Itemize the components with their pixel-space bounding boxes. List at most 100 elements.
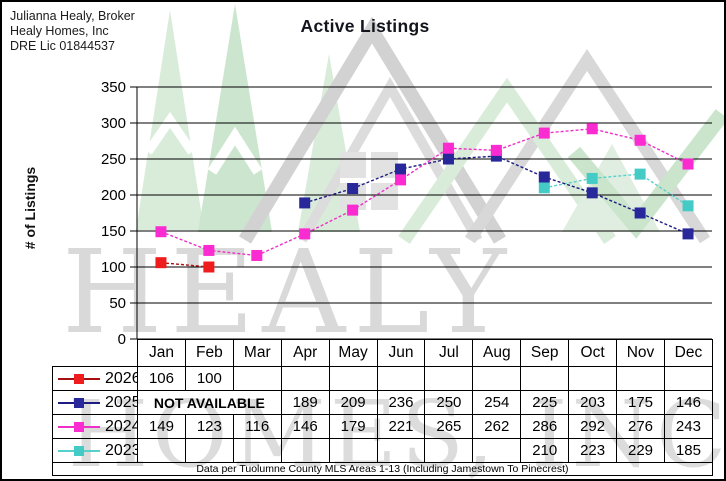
data-point-2026-Feb	[203, 261, 215, 273]
data-point-2024-Dec	[682, 158, 694, 170]
data-point-2024-Jun	[395, 174, 407, 186]
value-cell-2026-may	[328, 366, 378, 391]
y-tick-label: 150	[101, 223, 126, 240]
y-tick-label: 0	[118, 331, 126, 348]
data-point-2024-Jan	[155, 226, 167, 238]
value-cell-2023-feb	[184, 438, 234, 463]
value-cell-2026-nov	[616, 366, 665, 391]
year-label: 2023	[105, 441, 138, 459]
value-cell-2023-oct: 223	[568, 438, 618, 463]
legend-cell-2024: 2024	[52, 414, 138, 439]
value-cell-2026-mar	[232, 366, 282, 391]
year-label: 2024	[105, 417, 138, 435]
value-cell-2024-mar: 116	[232, 414, 282, 439]
month-header-jun: Jun	[376, 339, 426, 367]
value-cell-2026-aug	[472, 366, 522, 391]
value-cell-2025-oct: 203	[568, 390, 618, 415]
value-cell-2023-mar	[232, 438, 282, 463]
value-cell-2023-sep: 210	[520, 438, 570, 463]
y-tick-label: 300	[101, 115, 126, 132]
data-point-2025-Sep	[538, 171, 550, 183]
value-cell-2024-sep: 286	[520, 414, 570, 439]
legend-swatch-2025	[58, 397, 100, 409]
month-header-jan: Jan	[137, 339, 186, 367]
y-tick-label: 200	[101, 187, 126, 204]
value-cell-2024-jun: 221	[376, 414, 426, 439]
pine-tree-notch	[207, 126, 263, 175]
value-cell-2025-nov: 175	[616, 390, 665, 415]
data-point-2025-Jun	[395, 163, 407, 175]
value-cell-2024-oct: 292	[568, 414, 618, 439]
y-tick-label: 100	[101, 259, 126, 276]
table-row-2025: 2025 NOT AVAILABLE 189 209 236 250 254 225 203 17…	[52, 390, 713, 415]
legend-cell-2026: 2026	[52, 366, 138, 391]
month-header-dec: Dec	[663, 339, 713, 367]
value-cell-2025-jul: 250	[424, 390, 474, 415]
legend-swatch-2023	[58, 445, 100, 457]
table-row-2024: 2024 149 123 116 146 179 221 265 262 286 292 276 243	[52, 414, 713, 439]
table-row-2023: 2023 210 223 229 185	[52, 438, 713, 463]
data-point-2024-Feb	[203, 244, 215, 256]
month-header-feb: Feb	[184, 339, 234, 367]
broker-license: DRE Lic 01844537	[10, 39, 115, 53]
value-cell-2023-dec: 185	[663, 438, 713, 463]
data-point-2025-Apr	[299, 197, 311, 209]
value-cell-2026-dec	[663, 366, 713, 391]
value-cell-2024-feb: 123	[184, 414, 234, 439]
green-roof-outline-icon	[398, 77, 616, 244]
legend-cell-2025: 2025	[52, 390, 138, 415]
month-header-may: May	[328, 339, 378, 367]
value-cell-2023-nov: 229	[616, 438, 665, 463]
value-cell-2024-apr: 146	[280, 414, 330, 439]
month-header-nov: Nov	[616, 339, 665, 367]
value-cell-2026-jul	[424, 366, 474, 391]
not-available-cell: NOT AVAILABLE	[137, 390, 282, 415]
value-cell-2023-apr	[280, 438, 330, 463]
data-point-2025-Oct	[586, 187, 598, 199]
value-cell-2026-sep	[520, 366, 570, 391]
data-point-2025-Jul	[442, 153, 454, 165]
data-point-2024-May	[347, 204, 359, 216]
month-header-jul: Jul	[424, 339, 474, 367]
value-cell-2025-jun: 236	[376, 390, 426, 415]
value-cell-2025-aug: 254	[472, 390, 522, 415]
data-point-2025-May	[347, 183, 359, 195]
data-point-2023-Oct	[586, 172, 598, 184]
value-cell-2023-may	[328, 438, 378, 463]
broker-company: Healy Homes, Inc	[10, 24, 109, 38]
month-header-mar: Mar	[232, 339, 282, 367]
value-cell-2025-dec: 146	[663, 390, 713, 415]
year-label: 2026	[105, 369, 138, 387]
y-tick-label: 350	[101, 79, 126, 96]
value-cell-2026-feb: 100	[184, 366, 234, 391]
data-point-2023-Sep	[538, 182, 550, 194]
broker-name: Julianna Healy, Broker	[10, 9, 135, 23]
value-cell-2025-apr: 189	[280, 390, 330, 415]
pine-tree-notch	[144, 112, 196, 155]
data-point-2024-Aug	[490, 144, 502, 156]
table-corner	[53, 340, 138, 367]
chart-title: Active Listings	[300, 16, 430, 36]
value-cell-2026-jun	[376, 366, 426, 391]
pine-tree-icon	[198, 4, 272, 232]
value-cell-2025-may: 209	[328, 390, 378, 415]
series-line-2026	[160, 262, 209, 268]
data-point-2025-Aug	[490, 150, 502, 162]
data-point-2023-Nov	[634, 168, 646, 180]
value-cell-2024-aug: 262	[472, 414, 522, 439]
value-cell-2024-may: 179	[328, 414, 378, 439]
value-cell-2023-jan	[137, 438, 186, 463]
footnote: Data per Tuolumne County MLS Areas 1-13 …	[52, 462, 713, 476]
value-cell-2023-jul	[424, 438, 474, 463]
series-line-2025	[304, 155, 689, 235]
data-point-2023-Dec	[682, 200, 694, 212]
value-cell-2024-nov: 276	[616, 414, 665, 439]
series-line-2024	[160, 128, 689, 257]
legend-cell-2023: 2023	[52, 438, 138, 463]
series-line-2023	[544, 173, 689, 207]
value-cell-2023-aug	[472, 438, 522, 463]
data-point-2024-Oct	[586, 123, 598, 135]
watermark-text-healy: HEALY	[62, 226, 514, 360]
